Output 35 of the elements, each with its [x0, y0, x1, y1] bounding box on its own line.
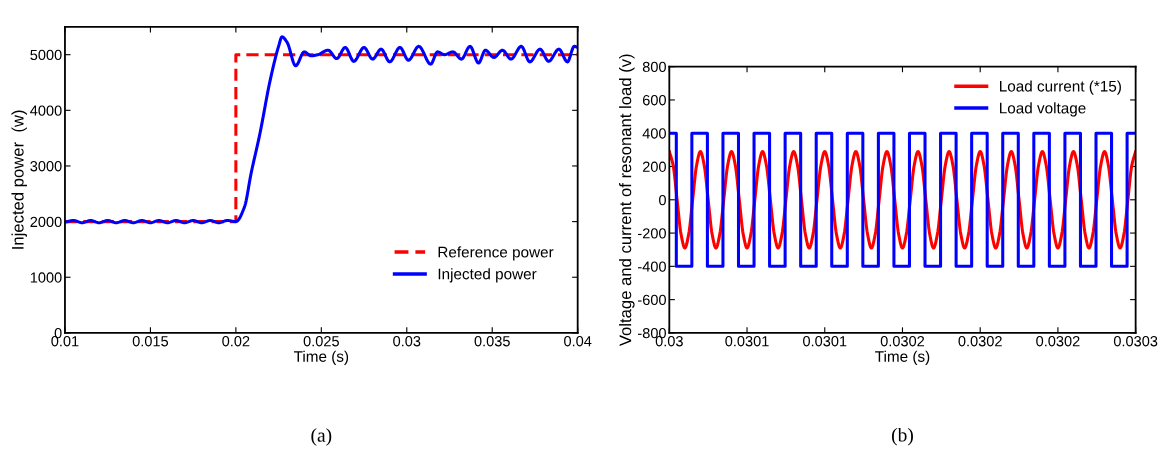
y-tick-label: 5000	[30, 49, 62, 61]
x-tick-label: 0.0301	[803, 336, 847, 347]
y-tick-label: 4000	[30, 105, 62, 116]
x-tick-label: 0.0302	[880, 336, 925, 347]
x-tick-label: 0.015	[132, 336, 169, 347]
y-tick-label: 3000	[30, 161, 62, 172]
y-tick-label: 200	[642, 161, 666, 172]
x-tick-label: 0.04	[564, 336, 592, 347]
legend-label: Reference power	[438, 246, 554, 261]
y-axis-title: Injected power (w)	[11, 110, 27, 249]
text: (a)	[311, 428, 332, 446]
y-tick-label: 0	[659, 194, 666, 206]
x-tick-label: 0.0301	[725, 336, 769, 347]
y-tick-label: 600	[642, 95, 666, 106]
y-tick-label: -400	[638, 261, 666, 272]
legend-label: Injected power	[438, 268, 537, 283]
x-tick-label: 0.03	[393, 336, 421, 347]
y-tick-label: -200	[638, 228, 666, 239]
y-tick-label: 2000	[30, 216, 62, 228]
x-tick-label: 0.0303	[1113, 336, 1158, 347]
x-axis-title: Time (s)	[293, 350, 349, 365]
x-tick-label: 0.0302	[1036, 336, 1080, 347]
x-axis-title: Time (s)	[875, 350, 930, 365]
y-tick-label: 1000	[30, 272, 62, 283]
legend-label: Load current (*15)	[1000, 80, 1121, 95]
text: (b)	[892, 427, 913, 446]
x-tick-label: 0.025	[303, 336, 339, 347]
x-tick-label: 0.0302	[958, 336, 1002, 347]
legend-label: Load voltage	[1000, 102, 1086, 117]
y-tick-label: -600	[638, 294, 666, 306]
y-axis-title: Voltage and current of resonant load (v)	[619, 54, 635, 347]
y-tick-label: 400	[642, 128, 666, 139]
y-tick-label: 800	[642, 61, 666, 73]
x-tick-label: 0.02	[222, 336, 250, 347]
x-tick-label: 0.035	[474, 336, 510, 347]
